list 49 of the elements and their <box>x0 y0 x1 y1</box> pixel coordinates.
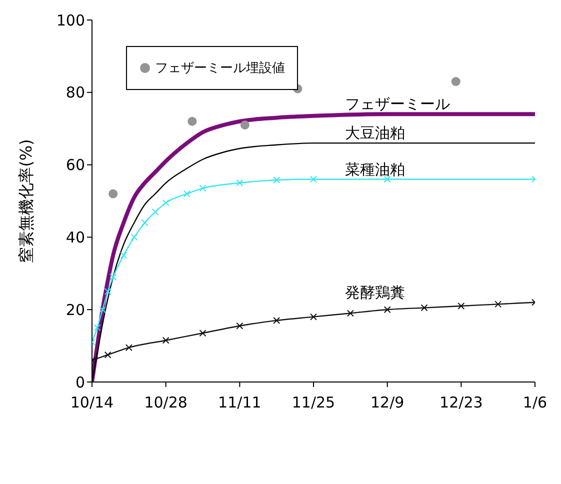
point <box>458 302 465 310</box>
point <box>125 344 132 352</box>
series-label: 大豆油粕 <box>345 124 405 142</box>
point <box>199 330 206 337</box>
point <box>384 306 391 314</box>
x-tick-label: 10/28 <box>144 394 188 412</box>
point <box>162 336 170 344</box>
x-tick-label: 12/9 <box>370 394 404 412</box>
point <box>236 322 244 330</box>
x-tick-label: 1/6 <box>522 394 548 412</box>
y-axis-title: 窒素無機化率(%) <box>16 139 36 263</box>
point <box>108 189 118 198</box>
point <box>346 310 354 317</box>
y-tick-label: 80 <box>66 84 85 102</box>
legend-label: フェザーミール埋設値 <box>155 60 285 77</box>
series-label: フェザーミール <box>345 95 450 114</box>
point <box>120 252 128 259</box>
point <box>94 324 101 332</box>
point <box>310 176 317 183</box>
point <box>104 288 112 295</box>
series-label: 菜種油粕 <box>345 160 405 178</box>
point <box>236 179 244 186</box>
point <box>183 190 190 198</box>
point <box>494 300 502 308</box>
point <box>130 234 138 241</box>
point <box>99 306 106 314</box>
x-tick-label: 11/25 <box>292 394 336 412</box>
point <box>273 176 280 184</box>
point <box>141 219 148 226</box>
point <box>152 208 159 216</box>
point <box>451 77 460 86</box>
x-tick-label: 12/23 <box>440 394 483 412</box>
series-label: 発酵鶏糞 <box>345 283 405 302</box>
point <box>420 304 428 312</box>
x-tick-label: 11/11 <box>218 394 262 412</box>
point <box>188 116 197 126</box>
x-tick-label: 10/14 <box>70 394 114 412</box>
y-tick-label: 60 <box>66 156 85 174</box>
y-tick-label: 0 <box>75 373 85 392</box>
y-tick-label: 20 <box>66 300 85 319</box>
y-tick-label: 100 <box>56 11 85 30</box>
point <box>240 120 250 130</box>
point <box>104 351 112 358</box>
point <box>199 184 206 192</box>
point <box>110 274 117 281</box>
y-tick-label: 40 <box>66 228 85 247</box>
point <box>273 316 280 324</box>
point <box>162 199 170 206</box>
point <box>310 313 317 320</box>
